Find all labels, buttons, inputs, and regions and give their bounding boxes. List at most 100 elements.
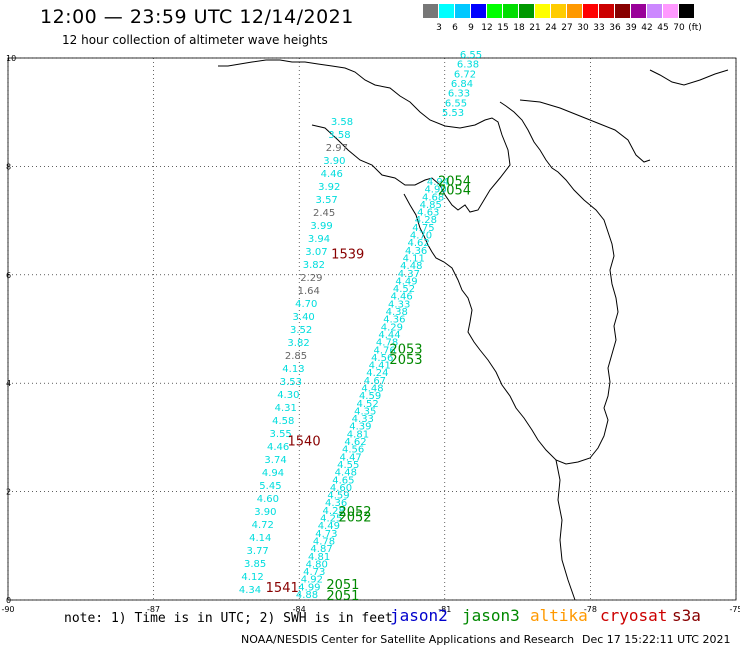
- wave-height-value: 4.33: [388, 299, 410, 310]
- pass-number-label: 2053: [389, 353, 422, 368]
- wave-height-value: 4.46: [321, 169, 343, 180]
- lon-tick-label: -78: [584, 605, 597, 614]
- colorbar-swatch: [679, 4, 695, 18]
- wave-height-value: 3.53: [280, 377, 302, 388]
- wave-height-value: 4.60: [330, 483, 352, 494]
- credit-line: NOAA/NESDIS Center for Satellite Applica…: [241, 633, 575, 646]
- pass-number-label: 2051: [326, 578, 359, 593]
- wave-height-value: 4.12: [241, 572, 263, 583]
- wave-height-value: 4.48: [400, 261, 422, 272]
- altimeter-tracks: 4.34 4.12 3.85 3.77 4.14 4.72 3.90 4.60 5.45 4.94…: [239, 50, 482, 601]
- colorbar-label: 70: [673, 23, 685, 33]
- lat-lon-grid: [7, 57, 737, 601]
- wave-height-value: 4.14: [249, 533, 271, 544]
- colorbar-label: 27: [561, 23, 573, 33]
- wave-height-value: 4.68: [422, 192, 444, 203]
- wave-height-value: 4.46: [267, 442, 289, 453]
- legend-cryosat: cryosat: [600, 606, 668, 625]
- wave-height-value: 3.57: [316, 195, 338, 206]
- wave-height-value: 4.49: [318, 521, 340, 532]
- wave-height-value: 3.85: [244, 559, 266, 570]
- wave-height-value: 1.64: [298, 286, 320, 297]
- colorbar-swatch: [423, 4, 439, 18]
- colorbar-label: 9: [468, 23, 474, 33]
- wave-height-value: 4.28: [323, 506, 345, 517]
- colorbar-label: 18: [513, 23, 525, 33]
- wave-height-value: 4.59: [327, 491, 349, 502]
- wave-height-value: 4.31: [275, 403, 297, 414]
- wave-height-value: 4.30: [277, 390, 299, 401]
- wave-height-value: 4.24: [366, 368, 388, 379]
- wave-height-value: 4.55: [337, 460, 359, 471]
- wave-height-value: 4.72: [252, 520, 274, 531]
- wave-height-value: 4.36: [325, 498, 347, 509]
- colorbar-swatch: [503, 4, 519, 18]
- wave-height-value: 6.72: [454, 69, 476, 80]
- colorbar-swatch: [487, 4, 503, 18]
- wave-height-value: 4.46: [390, 292, 412, 303]
- footnote: note: 1) Time is in UTC; 2) SWH is in fe…: [64, 611, 393, 626]
- wave-height-value: 4.56: [371, 353, 393, 364]
- south-america-coast: [403, 101, 619, 465]
- colorbar-swatch: [439, 4, 455, 18]
- colorbar-label: 42: [641, 23, 653, 33]
- wave-height-value: 3.90: [254, 507, 276, 518]
- lat-tick-label: 0: [6, 596, 11, 605]
- wave-height-value: 4.75: [412, 223, 434, 234]
- lon-tick-label: -81: [438, 605, 451, 614]
- wave-height-value: 4.35: [354, 406, 376, 417]
- colorbar-label: 30: [577, 23, 589, 33]
- wave-height-value: 4.67: [364, 376, 386, 387]
- coast-east-detail: [649, 69, 729, 86]
- colorbar-swatch: [471, 4, 487, 18]
- wave-height-value: 3.82: [287, 338, 309, 349]
- axis-tick-labels: -90 -87 -84 -81 -78 -75 0 2 4 6 8 10: [1, 54, 740, 614]
- wave-height-value: 4.47: [340, 452, 362, 463]
- map-subtitle: 12 hour collection of altimeter wave hei…: [62, 33, 328, 47]
- wave-height-value: 4.36: [405, 246, 427, 257]
- lat-tick-label: 2: [6, 488, 11, 497]
- colorbar-label: 24: [545, 23, 557, 33]
- wave-height-value: 4.92: [301, 575, 323, 586]
- lon-tick-label: -90: [1, 605, 14, 614]
- wave-height-value: 4.44: [378, 330, 400, 341]
- wave-height-value: 4.70: [295, 299, 317, 310]
- colorbar-label: 33: [593, 23, 605, 33]
- pass-number-label: 1540: [288, 435, 321, 450]
- colorbar-label: 45: [657, 23, 669, 33]
- wave-height-value: 4.94: [262, 468, 284, 479]
- wave-height-value: 4.94: [427, 177, 449, 188]
- colorbar-label: (ft): [688, 23, 702, 33]
- wave-height-value: 5.53: [442, 108, 464, 119]
- wave-height-value: 4.73: [315, 529, 337, 540]
- wave-height-value: 6.33: [448, 89, 470, 100]
- wave-height-value: 3.55: [270, 429, 292, 440]
- wave-height-value: 2.29: [300, 273, 322, 284]
- legend-jason3: jason3: [462, 606, 520, 625]
- wave-height-value: 6.55: [460, 50, 482, 61]
- pass-number-label: 2054: [438, 184, 471, 199]
- wave-height-value: 4.65: [332, 475, 354, 486]
- colorbar-swatch: [599, 4, 615, 18]
- wave-height-value: 4.52: [357, 399, 379, 410]
- legend-jason2: jason2: [390, 606, 448, 625]
- pass-number-label: 2052: [338, 510, 371, 525]
- wave-height-value: 3.40: [293, 312, 315, 323]
- colorbar-label: 36: [609, 23, 621, 33]
- wave-height-value: 4.37: [398, 269, 420, 280]
- caribbean-coast: [519, 99, 651, 163]
- wave-height-value: 4.38: [386, 307, 408, 318]
- wave-height-value: 4.78: [376, 338, 398, 349]
- wave-height-value: 3.07: [305, 247, 327, 258]
- wave-height-value: 3.52: [290, 325, 312, 336]
- lat-tick-label: 10: [6, 54, 16, 63]
- wave-height-value: 4.70: [410, 231, 432, 242]
- wave-height-value: 4.62: [344, 437, 366, 448]
- colorbar-swatch: [583, 4, 599, 18]
- wave-height-value: 4.41: [369, 361, 391, 372]
- wave-height-value: 4.49: [395, 276, 417, 287]
- lat-tick-label: 4: [6, 379, 11, 388]
- wave-height-value: 3.94: [308, 234, 330, 245]
